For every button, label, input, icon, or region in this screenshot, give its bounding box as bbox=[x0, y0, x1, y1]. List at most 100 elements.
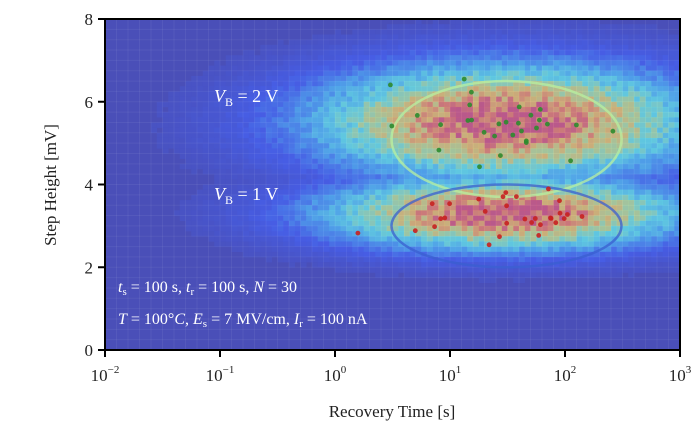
heatmap-cell bbox=[616, 267, 623, 273]
heatmap-cell bbox=[208, 148, 215, 154]
heatmap-cell bbox=[363, 200, 370, 206]
heatmap-cell bbox=[668, 122, 675, 128]
heatmap-cell bbox=[323, 112, 330, 118]
heatmap-cell bbox=[588, 117, 595, 123]
heatmap-cell bbox=[547, 137, 554, 144]
heatmap-cell bbox=[185, 220, 192, 227]
heatmap-cell bbox=[427, 189, 434, 196]
heatmap-cell bbox=[662, 75, 669, 82]
heatmap-cell bbox=[455, 267, 462, 273]
heatmap-cell bbox=[450, 179, 457, 185]
heatmap-cell bbox=[565, 246, 572, 253]
heatmap-cell bbox=[536, 127, 543, 134]
heatmap-cell bbox=[645, 220, 652, 227]
heatmap-cell bbox=[438, 272, 445, 278]
heatmap-cell bbox=[536, 246, 543, 253]
heatmap-cell bbox=[444, 200, 451, 206]
heatmap-cell bbox=[536, 101, 543, 108]
heatmap-cell bbox=[496, 174, 503, 180]
heatmap-cell bbox=[553, 246, 560, 253]
heatmap-cell bbox=[651, 44, 658, 51]
heatmap-cell bbox=[346, 132, 353, 139]
heatmap-cell bbox=[381, 246, 388, 253]
heatmap-cell bbox=[277, 96, 284, 103]
heatmap-cell bbox=[639, 168, 646, 175]
heatmap-cell bbox=[639, 236, 646, 242]
heatmap-cell bbox=[214, 220, 221, 227]
heatmap-cell bbox=[599, 34, 606, 40]
heatmap-cell bbox=[450, 200, 457, 206]
heatmap-cell bbox=[616, 262, 623, 268]
heatmap-cell bbox=[576, 174, 583, 180]
heatmap-cell bbox=[266, 65, 273, 72]
heatmap-cell bbox=[404, 215, 411, 221]
heatmap-cell bbox=[289, 246, 296, 253]
heatmap-cell bbox=[156, 101, 163, 108]
heatmap-cell bbox=[294, 174, 301, 180]
heatmap-cell bbox=[352, 251, 359, 258]
heatmap-cell bbox=[501, 174, 508, 180]
heatmap-cell bbox=[645, 55, 652, 61]
heatmap-cell bbox=[248, 168, 255, 175]
heatmap-cell bbox=[645, 168, 652, 175]
heatmap-cell bbox=[622, 55, 629, 61]
heatmap-cell bbox=[513, 132, 520, 139]
heatmap-cell bbox=[513, 106, 520, 113]
heatmap-cell bbox=[381, 39, 388, 46]
heatmap-cell bbox=[231, 225, 238, 232]
heatmap-cell bbox=[501, 24, 508, 30]
heatmap-cell bbox=[536, 96, 543, 103]
heatmap-cell bbox=[570, 267, 577, 273]
heatmap-cell bbox=[294, 137, 301, 144]
heatmap-cell bbox=[237, 55, 244, 61]
heatmap-cell bbox=[197, 225, 204, 232]
heatmap-cell bbox=[289, 210, 296, 216]
heatmap-cell bbox=[593, 44, 600, 51]
heatmap-cell bbox=[605, 34, 612, 40]
heatmap-cell bbox=[674, 179, 681, 185]
heatmap-cell bbox=[634, 75, 641, 82]
heatmap-cell bbox=[588, 29, 595, 35]
heatmap-cell bbox=[237, 75, 244, 82]
heatmap-cell bbox=[300, 225, 307, 232]
heatmap-cell bbox=[628, 143, 635, 149]
heatmap-cell bbox=[662, 34, 669, 40]
heatmap-cell bbox=[329, 231, 336, 237]
heatmap-cell bbox=[599, 158, 606, 165]
heatmap-cell bbox=[214, 132, 221, 139]
heatmap-cell bbox=[547, 143, 554, 149]
heatmap-cell bbox=[306, 50, 313, 56]
heatmap-cell bbox=[593, 39, 600, 46]
heatmap-cell bbox=[662, 246, 669, 253]
heatmap-cell bbox=[450, 39, 457, 46]
heatmap-cell bbox=[582, 127, 589, 134]
heatmap-cell bbox=[444, 174, 451, 180]
heatmap-cell bbox=[352, 101, 359, 108]
heatmap-cell bbox=[404, 50, 411, 56]
heatmap-cell bbox=[375, 127, 382, 134]
heatmap-cell bbox=[202, 91, 209, 97]
heatmap-cell bbox=[565, 117, 572, 123]
heatmap-cell bbox=[421, 200, 428, 206]
heatmap-cell bbox=[415, 137, 422, 144]
heatmap-cell bbox=[231, 189, 238, 196]
heatmap-cell bbox=[358, 65, 365, 72]
heatmap-cell bbox=[542, 106, 549, 113]
heatmap-cell bbox=[398, 231, 405, 237]
heatmap-cell bbox=[519, 55, 526, 61]
heatmap-cell bbox=[260, 168, 267, 175]
heatmap-cell bbox=[266, 112, 273, 118]
heatmap-cell bbox=[645, 189, 652, 196]
heatmap-cell bbox=[335, 174, 342, 180]
heatmap-cell bbox=[599, 29, 606, 35]
heatmap-cell bbox=[530, 246, 537, 253]
heatmap-cell bbox=[547, 70, 554, 77]
heatmap-cell bbox=[547, 29, 554, 35]
heatmap-cell bbox=[432, 50, 439, 56]
heatmap-cell bbox=[588, 112, 595, 118]
heatmap-cell bbox=[455, 241, 462, 247]
heatmap-cell bbox=[570, 262, 577, 268]
heatmap-cell bbox=[202, 148, 209, 154]
heatmap-cell bbox=[369, 81, 376, 87]
heatmap-cell bbox=[415, 81, 422, 87]
